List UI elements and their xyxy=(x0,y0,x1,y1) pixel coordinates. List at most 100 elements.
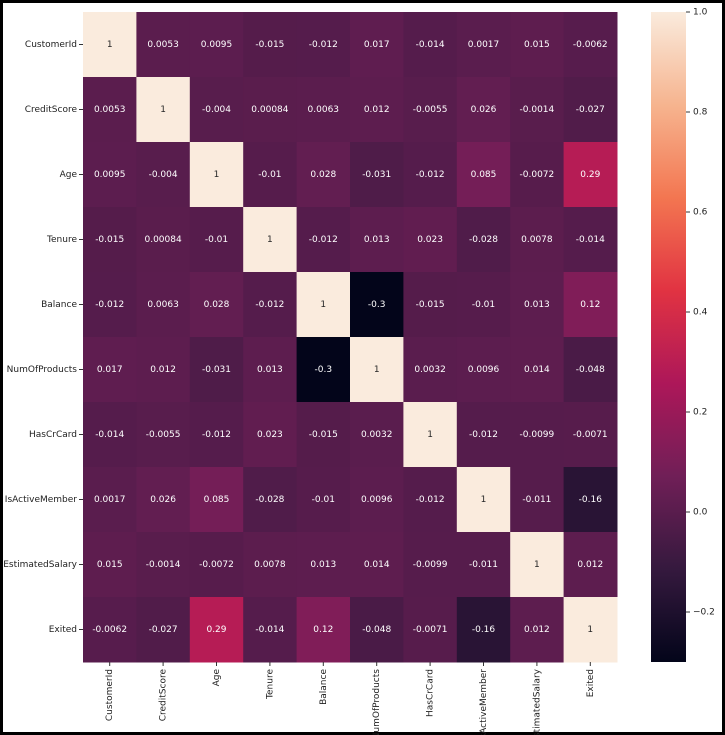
cell-label: -0.0099 xyxy=(520,430,555,440)
cell-label: -0.004 xyxy=(149,170,178,180)
cell-label: -0.0099 xyxy=(413,560,448,570)
cell xyxy=(350,77,404,143)
cell-label: -0.031 xyxy=(202,365,231,375)
cell xyxy=(350,597,404,663)
cell-label: 0.0032 xyxy=(414,365,446,375)
cell-label: -0.0062 xyxy=(92,625,127,635)
cell-label: 1 xyxy=(374,365,380,375)
cell-label: 0.026 xyxy=(471,105,497,115)
cell-label: -0.028 xyxy=(255,495,284,505)
cell-label: 0.0017 xyxy=(468,40,500,50)
cell xyxy=(403,142,458,208)
cell-label: -0.011 xyxy=(469,560,498,570)
cell-label: -0.3 xyxy=(315,365,333,375)
cell-label: -0.0014 xyxy=(146,560,181,570)
cell xyxy=(510,532,565,598)
colorbar-tick-label: 0.8 xyxy=(693,108,708,118)
cell xyxy=(563,142,618,208)
cell xyxy=(136,532,191,598)
cell-label: -0.014 xyxy=(416,40,445,50)
cell-label: -0.014 xyxy=(95,430,124,440)
cell xyxy=(403,77,458,143)
cell-label: 0.012 xyxy=(364,105,390,115)
cell-label: 0.0078 xyxy=(254,560,286,570)
cell xyxy=(350,402,404,468)
cell-label: -0.0072 xyxy=(199,560,234,570)
cell-label: 0.028 xyxy=(204,300,230,310)
cell xyxy=(83,272,137,338)
cell xyxy=(296,402,351,468)
cell-label: -0.015 xyxy=(255,40,284,50)
cell xyxy=(563,207,618,273)
cell-label: 0.0053 xyxy=(147,40,179,50)
cell xyxy=(403,207,458,273)
colorbar-tick-label: 0.2 xyxy=(693,408,707,418)
x-tick-label: Exited xyxy=(586,669,596,697)
cell xyxy=(403,272,458,338)
cell xyxy=(456,532,511,598)
cell-label: 0.017 xyxy=(364,40,390,50)
cell xyxy=(189,402,244,468)
cell xyxy=(510,77,565,143)
x-tick-label: CreditScore xyxy=(159,669,169,722)
cell xyxy=(189,207,244,273)
cell-label: -0.028 xyxy=(469,235,498,245)
x-tick-label: HasCrCard xyxy=(426,669,436,717)
cell xyxy=(563,12,618,78)
x-tick-label: CustomerId xyxy=(105,669,115,721)
cell-label: -0.0062 xyxy=(573,40,608,50)
cell xyxy=(243,142,298,208)
cell-label: 1 xyxy=(427,430,433,440)
cell-label: -0.012 xyxy=(469,430,498,440)
cell-label: -0.012 xyxy=(95,300,124,310)
cell xyxy=(243,207,298,273)
cell xyxy=(136,337,191,403)
cell xyxy=(456,467,511,533)
cell-label: 0.0096 xyxy=(468,365,500,375)
cell xyxy=(296,597,351,663)
cell-label: 0.0063 xyxy=(147,300,179,310)
cell-label: -0.01 xyxy=(472,300,495,310)
cell-label: 0.085 xyxy=(204,495,230,505)
y-tick-label: IsActiveMember xyxy=(5,495,78,505)
cell xyxy=(403,467,458,533)
cell xyxy=(243,402,298,468)
cell xyxy=(563,337,618,403)
cell xyxy=(83,597,137,663)
cell xyxy=(456,272,511,338)
cell-label: 0.014 xyxy=(524,365,550,375)
cell-label: -0.048 xyxy=(576,365,605,375)
cell-label: -0.027 xyxy=(576,105,605,115)
cell-label: 0.0078 xyxy=(521,235,553,245)
colorbar-tick-label: 0.0 xyxy=(693,508,708,518)
cell xyxy=(83,402,137,468)
cell xyxy=(189,337,244,403)
cell xyxy=(563,532,618,598)
cell-label: 0.29 xyxy=(580,170,600,180)
cell-label: -0.0014 xyxy=(520,105,555,115)
cell-label: -0.014 xyxy=(255,625,284,635)
cell-label: 0.014 xyxy=(364,560,390,570)
cell-label: 0.0096 xyxy=(361,495,393,505)
cell-label: 0.023 xyxy=(257,430,283,440)
cell xyxy=(83,77,137,143)
cell xyxy=(136,142,191,208)
cell xyxy=(136,207,191,273)
cell xyxy=(296,272,351,338)
cell-label: 0.00084 xyxy=(251,105,288,115)
y-tick-label: Tenure xyxy=(46,235,77,245)
cell-label: 1 xyxy=(320,300,326,310)
cell-label: 0.29 xyxy=(206,625,226,635)
cell-label: -0.0071 xyxy=(413,625,448,635)
cell-label: 0.085 xyxy=(471,170,497,180)
colorbar-tick-label: 0.6 xyxy=(693,208,708,218)
cell xyxy=(243,467,298,533)
cell-label: 0.026 xyxy=(150,495,176,505)
cell-label: 1 xyxy=(160,105,166,115)
cell xyxy=(510,142,565,208)
colorbar-tick-label: 1.0 xyxy=(693,8,708,18)
x-tick-label: Age xyxy=(212,669,222,687)
cell xyxy=(510,402,565,468)
cell-label: 0.0095 xyxy=(94,170,126,180)
